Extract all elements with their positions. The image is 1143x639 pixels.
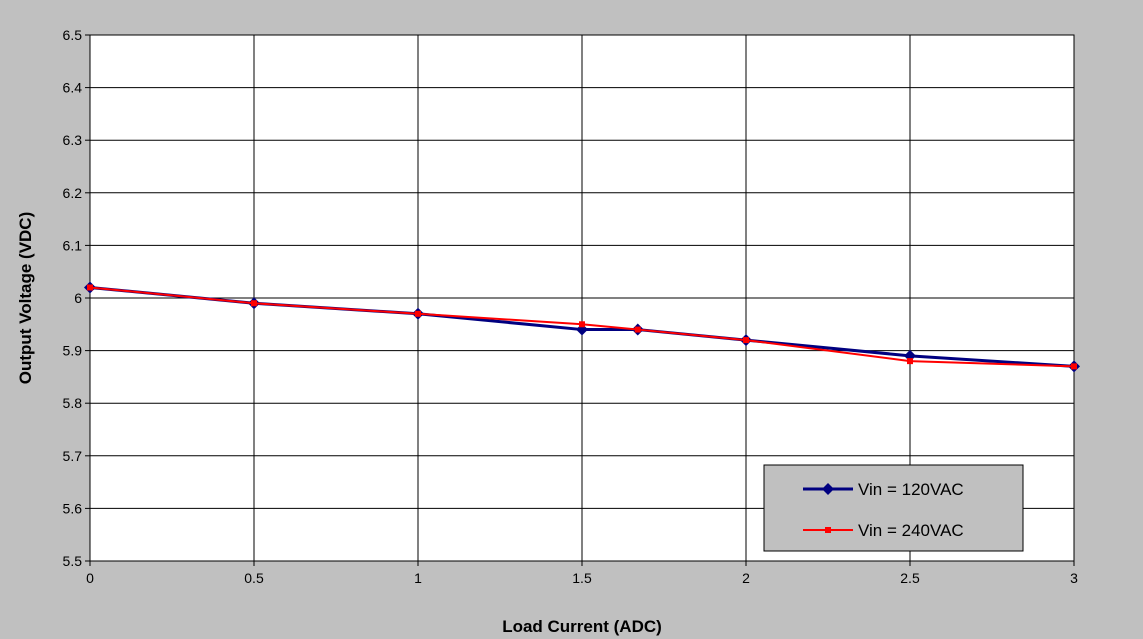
- legend-box: [763, 464, 1024, 552]
- series-2: [87, 284, 1077, 370]
- legend-entry: Vin = 120VAC: [803, 480, 964, 499]
- x-axis-title: Load Current (ADC): [502, 617, 662, 636]
- series-line: [89, 286, 1075, 368]
- plot-border: [89, 34, 1075, 562]
- data-series: [84, 281, 1080, 373]
- data-point: [634, 326, 641, 333]
- data-point: [579, 321, 585, 328]
- x-tick-label: 0: [86, 570, 94, 586]
- y-axis-title: Output Voltage (VDC): [16, 212, 35, 385]
- y-tick-label: 6: [74, 290, 82, 306]
- x-tick-label: 2.5: [900, 570, 920, 586]
- x-tick-label: 3: [1070, 570, 1078, 586]
- y-tick-label: 5.7: [63, 448, 83, 464]
- y-tick-label: 6.2: [63, 185, 83, 201]
- data-point: [907, 358, 913, 365]
- data-point: [251, 300, 257, 307]
- data-point: [87, 284, 93, 291]
- x-tick-label: 0.5: [244, 570, 264, 586]
- y-tick-label: 5.5: [63, 553, 83, 569]
- legend-marker: [825, 527, 831, 533]
- legend-entry: Vin = 240VAC: [803, 521, 964, 540]
- y-tick-label: 5.8: [63, 395, 83, 411]
- y-tick-label: 5.6: [63, 500, 83, 516]
- x-tick-label: 1.5: [572, 570, 592, 586]
- y-tick-label: 6.1: [63, 237, 83, 253]
- x-tick-label: 1: [414, 570, 422, 586]
- y-tick-label: 6.3: [63, 132, 83, 148]
- y-tick-label: 5.9: [63, 343, 83, 359]
- x-tick-label: 2: [742, 570, 750, 586]
- legend-label: Vin = 240VAC: [858, 521, 964, 540]
- data-point: [1071, 363, 1077, 370]
- data-point: [743, 337, 749, 344]
- data-point: [415, 310, 421, 317]
- y-tick-label: 6.4: [63, 80, 83, 96]
- legend-label: Vin = 120VAC: [858, 480, 964, 499]
- y-tick-label: 6.5: [63, 27, 83, 43]
- legend-marker: [822, 483, 834, 495]
- legend: Vin = 120VAC Vin = 240VAC: [763, 464, 1024, 552]
- axes: 5.5 5.6 5.7 5.8 5.9 6 6.1 6.2 6.3 6.4 6.5 0 0.5 1 1.5 2…: [63, 27, 1079, 586]
